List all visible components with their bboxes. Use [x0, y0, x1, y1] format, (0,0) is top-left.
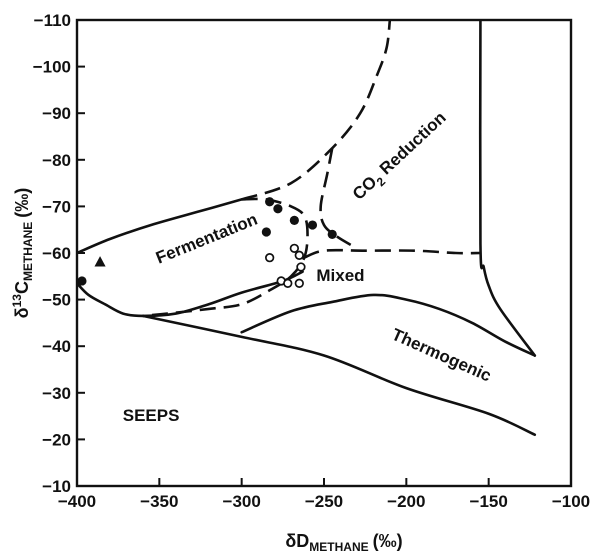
x-tick-label-200: −200 — [387, 492, 425, 511]
x-axis-title-unit: (‰) — [373, 531, 403, 551]
filled-circle-point-5 — [289, 215, 299, 225]
boundary-thermogenic-lower — [240, 293, 537, 357]
filled-circle-point-2 — [265, 197, 275, 207]
y-axis-title: δ13CMETHANE (‰) — [10, 188, 35, 319]
region-label-thermogenic: Thermogenic — [389, 325, 494, 386]
boundary-seeps-boundary — [141, 314, 537, 437]
y-tick-label-10: −10 — [42, 477, 71, 496]
region-label-co2-reduction-rest: Reduction — [372, 108, 449, 182]
open-circle-point-6 — [283, 278, 293, 288]
open-circle-point-3 — [294, 250, 304, 260]
y-tick-label-20: −20 — [42, 430, 71, 449]
filled-circle-point-7 — [327, 229, 337, 239]
x-tick-label-400: −400 — [58, 492, 96, 511]
region-label-mixed: Mixed — [316, 266, 364, 285]
y-tick-label-70: −70 — [42, 197, 71, 216]
region-label-fermentation: Fermentation — [153, 210, 260, 268]
x-tick-label-350: −350 — [140, 492, 178, 511]
region-label-seeps: SEEPS — [123, 406, 180, 425]
boundary-thermogenic-upper — [478, 20, 537, 357]
x-tick-label-100: −100 — [552, 492, 590, 511]
axis-ticks: −400 −350 −300 −250 −200 −150 −100 −10 −20 −30 −40… — [33, 11, 590, 511]
x-axis-title: δDMETHANE (‰) — [285, 531, 402, 554]
y-tick-label-110: −110 — [34, 11, 71, 30]
open-circle-point-1 — [265, 253, 275, 263]
x-tick-label-250: −250 — [305, 492, 343, 511]
boundary-fermentation-solid-upper — [77, 198, 243, 255]
region-label-co2-reduction: CO2 Reduction — [349, 108, 452, 207]
boundary-mixed-upper — [303, 248, 481, 259]
region-labels: Fermentation CO2 Reduction Mixed Thermogeni… — [123, 108, 494, 425]
y-tick-label-30: −30 — [42, 384, 71, 403]
y-axis-title-sub: METHANE — [21, 222, 35, 281]
open-circle-point-4 — [296, 262, 306, 272]
y-axis-title-sup: 13 — [10, 294, 24, 308]
x-tick-label-300: −300 — [223, 492, 261, 511]
open-circle-point-7 — [294, 278, 304, 288]
y-tick-label-90: −90 — [42, 104, 71, 123]
boundary-co2-reduction-upper — [241, 20, 392, 201]
y-tick-label-100: −100 — [33, 58, 71, 77]
boundary-co2-reduction-inner — [319, 147, 358, 250]
y-tick-label-40: −40 — [42, 337, 71, 356]
y-tick-label-60: −60 — [42, 244, 71, 263]
filled-circle-point-3 — [273, 204, 283, 214]
x-axis-title-sub: METHANE — [309, 540, 368, 554]
x-axis-title-main: δD — [285, 531, 309, 551]
x-tick-label-150: −150 — [470, 492, 508, 511]
y-axis-title-unit: (‰) — [12, 188, 32, 218]
filled-circle-point-6 — [307, 220, 318, 230]
filled-circle-point-4 — [261, 227, 271, 237]
y-axis-title-rest: C — [12, 281, 32, 294]
y-tick-label-80: −80 — [42, 151, 71, 170]
filled-circle-point-1 — [77, 276, 87, 286]
y-tick-label-50: −50 — [42, 291, 71, 310]
open-circle-point-2 — [289, 243, 300, 253]
filled-triangle-point-1 — [94, 256, 106, 267]
y-axis-title-main: δ — [12, 307, 32, 318]
boundary-fermentation-solid-lower — [77, 270, 304, 318]
data-points — [77, 197, 337, 288]
